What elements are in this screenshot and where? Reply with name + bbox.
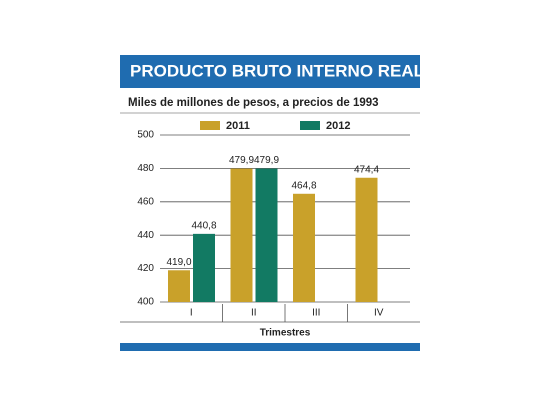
bar [255, 168, 278, 302]
x-tick-label: II [251, 308, 257, 319]
x-tick-label: III [312, 308, 320, 319]
title-banner [120, 55, 420, 88]
value-label: 419,0 [166, 257, 191, 268]
y-tick-label: 460 [137, 196, 154, 207]
chart-subtitle: Miles de millones de pesos, a precios de… [128, 97, 379, 109]
y-tick-label: 500 [137, 130, 154, 141]
x-axis-label: Trimestres [260, 328, 311, 339]
footer-bar [120, 343, 420, 351]
y-tick-label: 400 [137, 297, 154, 308]
legend-label: 2012 [326, 120, 350, 132]
value-label: 474,4 [354, 164, 379, 175]
chart-title: PRODUCTO BRUTO INTERNO REAL [130, 61, 424, 80]
x-tick-label: IV [374, 308, 384, 319]
legend-label: 2011 [226, 120, 250, 132]
y-tick-label: 420 [137, 263, 154, 274]
bar [355, 177, 378, 302]
value-label: 479,9 [229, 155, 254, 166]
x-tick-label: I [190, 308, 193, 319]
bar [293, 193, 315, 302]
value-label: 479,9 [254, 155, 279, 166]
value-label: 440,8 [191, 221, 216, 232]
y-tick-label: 440 [137, 230, 154, 241]
value-label: 464,8 [291, 180, 316, 191]
legend-swatch [300, 121, 320, 130]
y-tick-label: 480 [137, 163, 154, 174]
bar [193, 233, 215, 302]
bar [168, 270, 190, 302]
legend-swatch [200, 121, 220, 130]
bar [230, 168, 253, 302]
